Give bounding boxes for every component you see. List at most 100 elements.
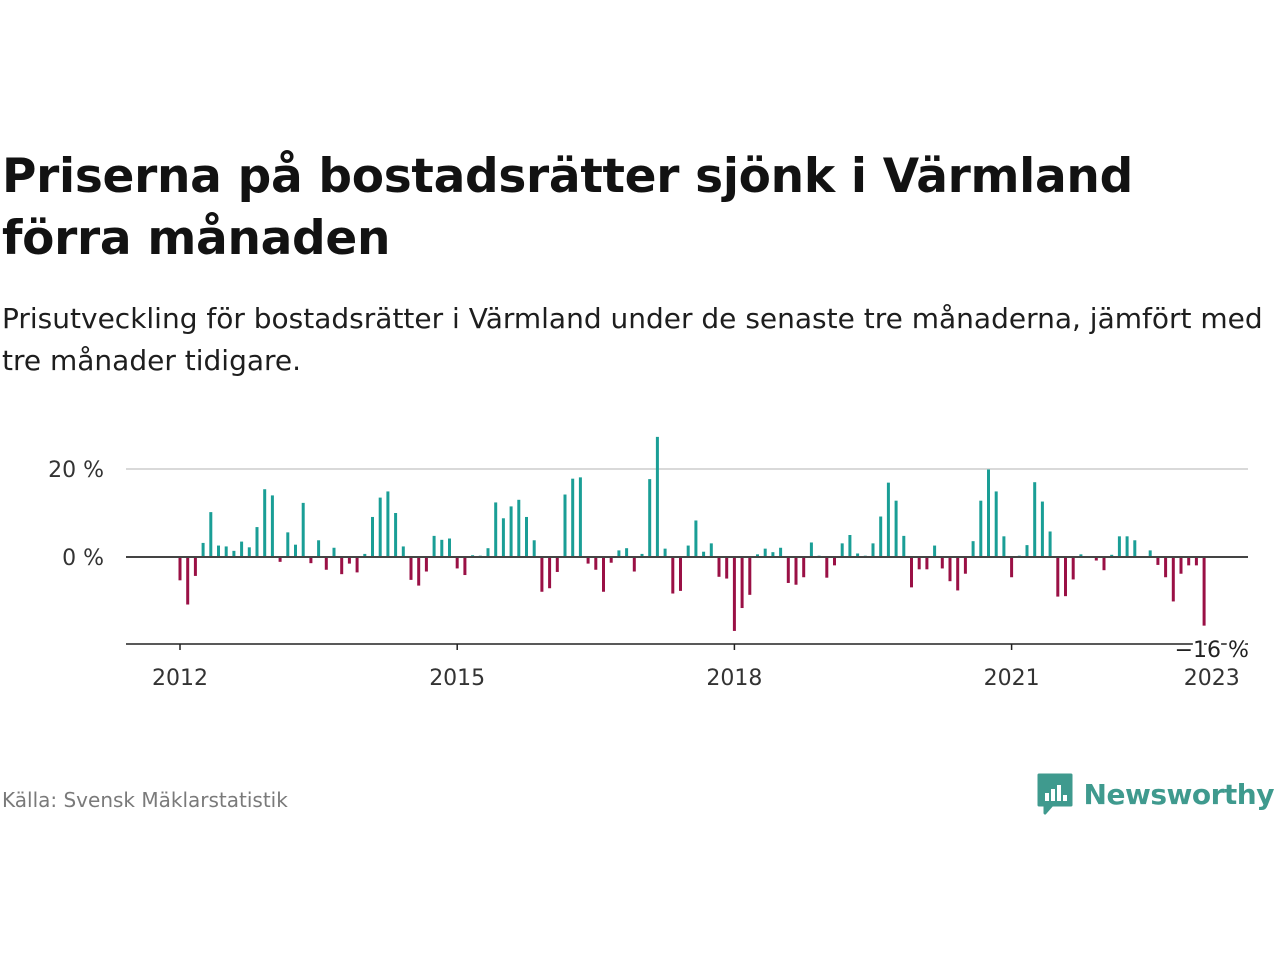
bar [825,557,829,578]
bar [340,557,344,575]
bar [1002,536,1006,557]
bar [640,553,644,557]
brand-logo[interactable]: Newsworthy [1036,772,1275,816]
bar [1133,540,1137,557]
bar [548,557,552,589]
bar-chart: 20 % 0 % 2012 2015 2018 2021 2023 −16 % [48,436,1251,691]
bar [532,540,536,557]
bar [856,553,860,557]
bar [625,548,629,557]
bars [178,436,1206,631]
bar [917,557,921,570]
bar [794,557,798,585]
chart-subtitle: Prisutveckling för bostadsrätter i Värml… [2,302,1263,377]
bar [1187,557,1191,566]
bar [648,479,652,557]
bar [555,557,559,572]
bar [671,557,675,594]
x-tick-label: 2015 [429,666,485,691]
bar [594,557,598,570]
bar [386,491,390,557]
bar [201,542,205,557]
bar [809,542,813,557]
bar [224,546,228,557]
y-tick-label: 0 % [62,546,104,571]
bar [525,516,528,557]
bar [301,502,305,557]
bar [255,527,259,557]
bar [1202,557,1206,626]
bar [748,557,752,595]
bar [702,551,706,557]
bar [270,495,274,557]
newsworthy-logo-icon [1037,773,1073,815]
bar [609,557,613,563]
bar [432,535,436,557]
bar [740,557,744,609]
x-tick-label: 2018 [706,666,762,691]
bar [617,550,621,557]
bar [802,557,806,578]
bar [833,557,836,566]
bar [232,550,236,557]
bar [894,500,898,557]
bar [240,541,244,557]
bar [378,497,382,557]
bar [902,535,906,557]
bar [1179,557,1183,574]
bar [409,557,413,580]
bar [1056,557,1060,597]
bar [686,545,690,557]
bar [1164,557,1168,578]
bar [424,557,428,572]
bar [178,557,182,581]
bar [948,557,952,582]
bar [756,554,759,557]
bar [1064,557,1067,597]
bar [1148,550,1152,557]
bar [848,535,852,557]
bar [517,499,521,557]
bar [463,557,467,576]
bar [732,557,736,631]
bar [879,516,883,557]
bar [317,540,321,557]
bar [324,557,328,570]
bar [193,557,197,576]
bar [725,557,729,579]
bar [871,543,875,557]
bar [763,548,767,557]
bar [925,557,929,570]
bar [1094,557,1098,561]
bar [371,516,374,557]
bar [263,489,267,557]
bar [347,557,351,564]
bar [709,543,713,557]
bar [1117,536,1121,557]
bar [971,541,975,557]
bar [786,557,790,583]
x-tick-label: 2021 [984,666,1040,691]
bar [217,545,220,557]
bar [1040,501,1044,557]
bar [401,546,405,557]
bar [363,553,367,557]
bar [309,557,313,564]
bar [994,491,998,557]
bar [1194,557,1198,566]
x-tick-label: 2023 [1184,666,1240,691]
bar [979,500,983,557]
bar [1110,554,1114,557]
bar [578,477,582,557]
bar [455,557,459,569]
bar [1125,536,1129,557]
bar [663,548,667,557]
tick-labels: 20 % 0 % 2012 2015 2018 2021 2023 −16 % [48,458,1251,691]
bar [394,513,398,557]
bar [247,547,251,557]
bar [1156,557,1160,565]
bar [987,469,990,557]
bar [910,557,913,588]
bar [486,548,490,557]
chart-title: Priserna på bostadsrätter sjönk i Värmla… [2,149,1133,266]
